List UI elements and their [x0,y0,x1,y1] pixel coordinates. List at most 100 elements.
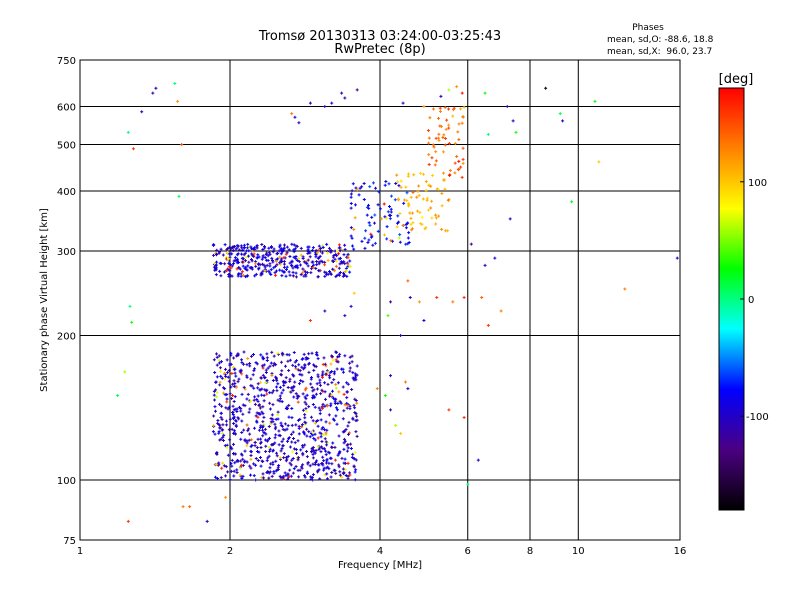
data-point [264,449,268,453]
data-point [281,379,285,383]
data-point [259,445,263,449]
data-point [345,449,349,453]
data-point [230,427,234,431]
data-point [257,404,261,408]
data-point [328,246,332,250]
data-point [225,371,229,375]
data-point [239,369,243,373]
data-point [367,238,371,242]
data-point [352,457,356,461]
data-point [333,458,337,462]
data-point [214,380,218,384]
data-point [345,274,349,278]
data-point [310,351,314,355]
data-point [316,470,320,474]
data-point [272,361,276,365]
data-point [434,150,438,154]
data-point [434,222,438,226]
data-point [350,354,354,358]
data-point [215,452,219,456]
data-point [405,198,409,202]
data-point [241,474,245,478]
data-point [415,195,419,199]
data-point [217,354,221,358]
data-point [266,259,270,263]
data-point [260,387,264,391]
data-point [255,420,259,424]
data-point [240,430,244,434]
data-point [225,397,229,401]
data-point [261,412,265,416]
data-point [345,381,349,385]
data-point [236,380,240,384]
data-point [417,184,421,188]
data-point [469,242,473,246]
data-point [273,273,277,277]
data-point [181,505,185,509]
data-point [266,366,270,370]
data-point [226,250,230,254]
data-point [337,273,341,277]
data-point [224,465,228,469]
data-point [265,263,269,267]
data-point [493,256,497,260]
data-point [438,106,442,110]
data-point [259,380,263,384]
data-point [318,412,322,416]
data-point [335,422,339,426]
data-point [363,236,367,240]
data-point [354,374,358,378]
data-point [348,259,352,263]
data-point [296,368,300,372]
data-point [332,378,336,382]
data-point [324,449,328,453]
x-tick-label: 10 [572,546,585,557]
data-point [304,274,308,278]
data-point [268,447,272,451]
data-point [231,262,235,266]
data-point [292,467,296,471]
data-point [260,257,264,261]
data-point [288,273,292,277]
data-point [324,431,328,435]
data-point [270,443,274,447]
data-point [249,457,253,461]
data-point [325,242,329,246]
data-point [377,190,381,194]
data-point [294,448,298,452]
x-tick-label: 8 [527,546,533,557]
data-point [292,385,296,389]
data-point [462,415,466,419]
data-point [227,265,231,269]
data-point [253,444,257,448]
data-point [337,257,341,261]
data-point [346,382,350,386]
data-point [221,461,225,465]
data-point [292,250,296,254]
chart-subtitle: RwPretec (8p) [334,42,425,57]
data-point [262,245,266,249]
data-point [270,256,274,260]
data-point [368,223,372,227]
data-point [348,270,352,274]
data-point [297,256,301,260]
data-point [213,475,217,479]
data-point [282,246,286,250]
data-point [430,199,434,203]
data-point [278,397,282,401]
data-point [459,165,463,169]
data-point [389,374,393,378]
data-point [327,413,331,417]
data-point [274,459,278,463]
data-point [215,363,219,367]
data-point [258,455,262,459]
data-point [349,226,353,230]
data-point [252,386,256,390]
data-point [430,216,434,220]
data-point [261,472,265,476]
data-point [278,261,282,265]
data-point [427,136,431,140]
data-point [308,464,312,468]
data-point [245,268,249,272]
data-point [354,458,358,462]
